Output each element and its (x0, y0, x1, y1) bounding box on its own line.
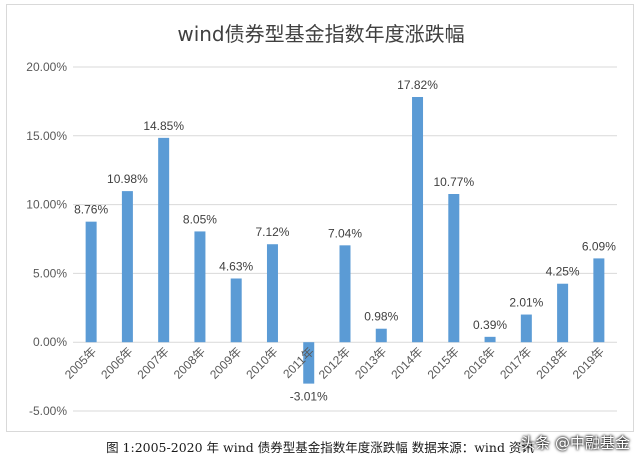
watermark: 头条 @中融基金 (520, 434, 630, 452)
bar-2010年 (266, 244, 278, 343)
x-tick-label: 2018年 (533, 344, 570, 381)
x-tick-label: 2015年 (425, 344, 462, 381)
bar-2008年 (194, 231, 206, 343)
data-label: 17.82% (397, 78, 438, 92)
data-labels: 8.76% 10.98% 14.85% 8.05% 4.63% 7.12% -3.01% 7.… (74, 78, 616, 404)
data-label: 6.09% (582, 239, 616, 253)
bars (85, 96, 605, 384)
data-label: 8.76% (74, 203, 108, 217)
bar-2014年 (412, 96, 424, 343)
bar-2005年 (85, 221, 97, 343)
x-tick-label: 2013年 (352, 344, 389, 381)
data-label: 8.05% (183, 212, 217, 226)
bar-2012年 (339, 245, 351, 343)
data-label: 0.39% (473, 318, 507, 332)
data-label: -3.01% (290, 390, 328, 404)
x-tick-label: 2010年 (243, 344, 280, 381)
chart-title: wind债券型基金指数年度涨跌幅 (177, 22, 464, 46)
data-label: 7.04% (328, 226, 362, 240)
x-tick-label: 2019年 (570, 344, 607, 381)
data-label: 4.25% (546, 265, 580, 279)
x-tick-label: 2008年 (171, 344, 208, 381)
figure-caption: 图 1:2005-2020 年 wind 债券型基金指数年度涨跌幅 数据来源：w… (106, 440, 534, 455)
y-tick-label: 0.00% (33, 335, 67, 349)
data-label: 7.12% (255, 225, 289, 239)
y-tick-label: 10.00% (26, 198, 67, 212)
bar-2017年 (520, 314, 532, 343)
bar-2016年 (484, 336, 496, 343)
bar-2019年 (593, 258, 605, 343)
y-axis-ticks: 20.00% 15.00% 10.00% 5.00% 0.00% -5.00% (26, 60, 67, 418)
y-tick-label: -5.00% (29, 404, 67, 418)
x-tick-label: 2009年 (207, 344, 244, 381)
data-label: 10.77% (433, 175, 474, 189)
bar-2007年 (158, 137, 170, 343)
bar-2013年 (375, 328, 387, 343)
x-tick-label: 2016年 (461, 344, 498, 381)
bar-2009年 (230, 278, 242, 343)
y-tick-label: 5.00% (33, 266, 67, 280)
chart-frame: wind债券型基金指数年度涨跌幅 20.00% 15.00% 10.00% 5.00%… (6, 4, 634, 432)
data-label: 10.98% (107, 172, 148, 186)
y-tick-label: 20.00% (26, 60, 67, 74)
data-label: 14.85% (143, 119, 184, 133)
x-tick-label: 2006年 (98, 344, 135, 381)
x-tick-label: 2017年 (497, 344, 534, 381)
bar-2015年 (448, 194, 460, 343)
y-tick-label: 15.00% (26, 129, 67, 143)
bar-2011年 (303, 342, 315, 384)
x-tick-label: 2012年 (316, 344, 353, 381)
data-label: 0.98% (364, 310, 398, 324)
x-tick-label: 2007年 (135, 344, 172, 381)
data-label: 2.01% (509, 296, 543, 310)
data-label: 4.63% (219, 259, 253, 273)
bar-2006年 (121, 191, 133, 343)
x-tick-label: 2014年 (388, 344, 425, 381)
x-tick-label: 2005年 (62, 344, 99, 381)
bar-chart: wind债券型基金指数年度涨跌幅 20.00% 15.00% 10.00% 5.00%… (26, 22, 617, 418)
bar-2018年 (557, 283, 569, 343)
